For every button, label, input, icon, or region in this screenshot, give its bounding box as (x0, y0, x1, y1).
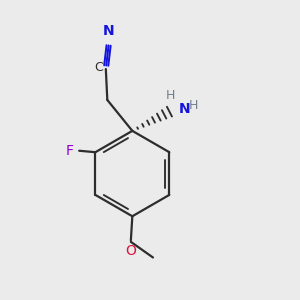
Text: O: O (125, 244, 136, 258)
Text: H: H (166, 89, 175, 102)
Text: H: H (189, 99, 198, 112)
Text: F: F (65, 144, 73, 158)
Text: N: N (178, 102, 190, 116)
Text: N: N (103, 23, 115, 38)
Text: C: C (94, 61, 103, 74)
